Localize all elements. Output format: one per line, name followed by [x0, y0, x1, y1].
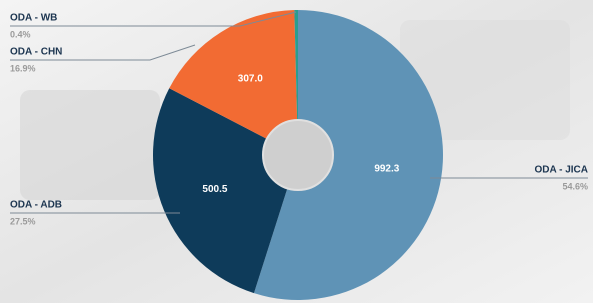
- percent-label: 16.9%: [10, 63, 36, 73]
- percent-label: 54.6%: [562, 181, 588, 191]
- category-label: ODA - CHN: [10, 47, 62, 58]
- chart: 992.3 500.5 307.0 ODA - JICA 54.6% ODA - ADB 2…: [0, 0, 593, 303]
- value-label: 992.3: [374, 163, 399, 174]
- category-label: ODA - WB: [10, 13, 57, 24]
- background-shape: [20, 90, 160, 200]
- value-label: 307.0: [238, 73, 263, 84]
- category-label: ODA - JICA: [534, 165, 588, 176]
- value-label: 500.5: [202, 184, 227, 195]
- donut-hole: [263, 120, 333, 190]
- percent-label: 27.5%: [10, 216, 36, 226]
- category-label: ODA - ADB: [10, 200, 62, 211]
- percent-label: 0.4%: [10, 29, 31, 39]
